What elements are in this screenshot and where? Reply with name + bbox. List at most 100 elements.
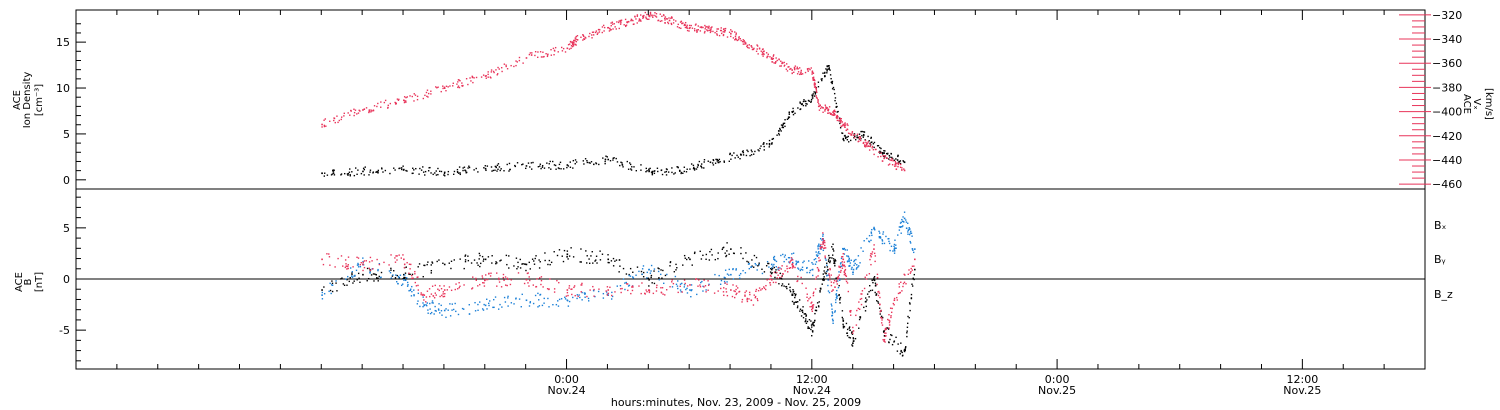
density-point bbox=[889, 156, 891, 158]
velocity-point bbox=[741, 40, 744, 43]
b-x-point bbox=[818, 301, 820, 303]
b-y-point bbox=[893, 247, 896, 249]
b-x-point bbox=[615, 259, 618, 261]
b-y-point bbox=[543, 302, 545, 304]
density-point bbox=[701, 167, 703, 169]
b-x-point bbox=[394, 277, 397, 279]
density-point bbox=[326, 174, 329, 176]
b-z-point bbox=[344, 259, 347, 261]
velocity-point bbox=[862, 142, 865, 144]
velocity-point bbox=[442, 87, 444, 90]
velocity-point bbox=[869, 143, 871, 146]
b-z-point bbox=[631, 289, 634, 292]
density-point bbox=[406, 170, 408, 172]
b-y-point bbox=[653, 268, 656, 270]
b-z-point bbox=[684, 282, 686, 285]
velocity-point bbox=[459, 80, 461, 82]
b-y-point bbox=[650, 270, 652, 272]
velocity-point bbox=[806, 68, 809, 70]
b-x-point bbox=[767, 262, 769, 265]
b-x-point bbox=[376, 277, 378, 279]
b-y-point bbox=[449, 315, 452, 317]
b-z-point bbox=[542, 286, 544, 288]
b-z-point bbox=[846, 282, 849, 284]
bottom-left-title-1: ACE bbox=[14, 272, 25, 292]
density-point bbox=[420, 169, 423, 171]
velocity-point bbox=[771, 61, 774, 63]
b-y-point bbox=[463, 308, 465, 310]
b-y-point bbox=[677, 280, 679, 282]
density-point bbox=[884, 156, 886, 158]
velocity-point bbox=[796, 73, 799, 75]
b-x-point bbox=[533, 260, 535, 262]
b-x-point bbox=[889, 338, 891, 341]
b-z-point bbox=[526, 272, 529, 275]
velocity-point bbox=[844, 123, 846, 125]
velocity-point bbox=[880, 152, 882, 154]
b-x-point bbox=[834, 258, 836, 261]
b-x-point bbox=[907, 315, 909, 318]
b-x-point bbox=[877, 300, 879, 303]
b-x-point bbox=[662, 269, 664, 272]
velocity-point bbox=[718, 34, 721, 37]
density-point bbox=[867, 135, 869, 138]
density-point bbox=[879, 152, 881, 154]
density-point bbox=[463, 166, 466, 168]
b-x-point bbox=[594, 260, 596, 262]
velocity-point bbox=[680, 27, 682, 30]
b-z-point bbox=[686, 285, 689, 287]
velocity-point bbox=[659, 13, 661, 15]
b-y-point bbox=[831, 305, 833, 307]
b-y-point bbox=[413, 294, 415, 297]
density-point bbox=[401, 168, 403, 171]
b-z-point bbox=[417, 276, 419, 278]
b-y-point bbox=[792, 252, 795, 254]
velocity-point bbox=[740, 39, 742, 42]
b-y-point bbox=[827, 284, 829, 287]
b-y-point bbox=[676, 285, 679, 287]
velocity-point bbox=[682, 22, 684, 24]
b-y-point bbox=[411, 285, 413, 288]
b-x-point bbox=[431, 262, 434, 264]
velocity-point bbox=[720, 29, 723, 32]
b-y-point bbox=[855, 258, 857, 261]
velocity-point bbox=[370, 109, 372, 111]
velocity-point bbox=[667, 22, 670, 25]
b-y-point bbox=[451, 303, 454, 305]
b-z-point bbox=[558, 281, 560, 284]
velocity-point bbox=[443, 87, 446, 90]
velocity-point bbox=[763, 53, 765, 56]
b-y-point bbox=[830, 303, 833, 305]
b-x-point bbox=[793, 293, 795, 295]
y-right-tick-label: −460 bbox=[1432, 178, 1462, 191]
b-z-point bbox=[347, 256, 350, 258]
velocity-point bbox=[426, 95, 428, 98]
velocity-point bbox=[706, 30, 709, 32]
b-y-point bbox=[429, 302, 431, 305]
b-y-point bbox=[622, 278, 625, 280]
velocity-point bbox=[735, 32, 737, 34]
velocity-point bbox=[796, 68, 798, 70]
b-z-point bbox=[573, 286, 575, 289]
density-point bbox=[676, 166, 678, 168]
b-x-point bbox=[331, 282, 334, 285]
density-point bbox=[465, 170, 467, 172]
b-x-point bbox=[346, 284, 348, 286]
b-y-point bbox=[468, 304, 470, 306]
density-point bbox=[548, 167, 550, 169]
velocity-point bbox=[582, 34, 585, 37]
velocity-point bbox=[743, 41, 745, 43]
b-x-point bbox=[702, 254, 704, 257]
b-x-point bbox=[828, 254, 830, 257]
b-y-point bbox=[351, 276, 354, 278]
b-x-point bbox=[846, 328, 849, 331]
b-x-point bbox=[684, 257, 686, 259]
b-z-point bbox=[626, 283, 629, 285]
density-point bbox=[779, 127, 781, 130]
velocity-point bbox=[836, 119, 839, 122]
velocity-point bbox=[595, 30, 598, 32]
b-x-point bbox=[910, 297, 913, 299]
velocity-point bbox=[480, 76, 483, 78]
density-point bbox=[753, 153, 755, 155]
velocity-point bbox=[710, 26, 712, 29]
